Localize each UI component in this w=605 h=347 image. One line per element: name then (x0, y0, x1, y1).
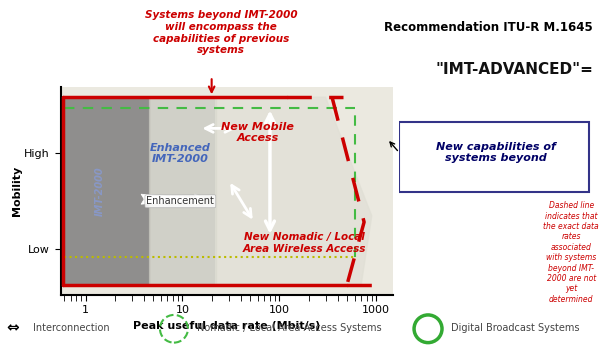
Text: New Mobile
Access: New Mobile Access (221, 122, 294, 143)
X-axis label: Peak useful data rate (Mbit/s): Peak useful data rate (Mbit/s) (133, 321, 321, 331)
Text: ⇔: ⇔ (6, 320, 19, 336)
Y-axis label: Mobility: Mobility (11, 166, 22, 216)
Text: Enhancement: Enhancement (146, 196, 214, 206)
Text: Interconnection: Interconnection (33, 323, 110, 333)
Text: New Nomadic / Local
Area Wireless Access: New Nomadic / Local Area Wireless Access (243, 232, 366, 254)
Polygon shape (215, 97, 371, 285)
Text: New capabilities of
systems beyond: New capabilities of systems beyond (436, 142, 556, 163)
Text: Enhanced
IMT-2000: Enhanced IMT-2000 (150, 143, 211, 164)
Text: Recommendation ITU-R M.1645: Recommendation ITU-R M.1645 (384, 21, 593, 34)
Text: IMT-2000: IMT-2000 (95, 166, 105, 216)
FancyBboxPatch shape (399, 122, 589, 192)
Text: "IMT-ADVANCED"=: "IMT-ADVANCED"= (435, 62, 593, 77)
Text: Systems beyond IMT-2000
will encompass the
capabilities of previous
systems: Systems beyond IMT-2000 will encompass t… (145, 10, 297, 55)
Text: Digital Broadcast Systems: Digital Broadcast Systems (451, 323, 579, 333)
Text: Nomadic / Local Area Access Systems: Nomadic / Local Area Access Systems (197, 323, 381, 333)
Polygon shape (149, 97, 215, 285)
Polygon shape (63, 97, 149, 285)
Text: Dashed line
indicates that
the exact data
rates
associated
with systems
beyond I: Dashed line indicates that the exact dat… (543, 201, 599, 304)
